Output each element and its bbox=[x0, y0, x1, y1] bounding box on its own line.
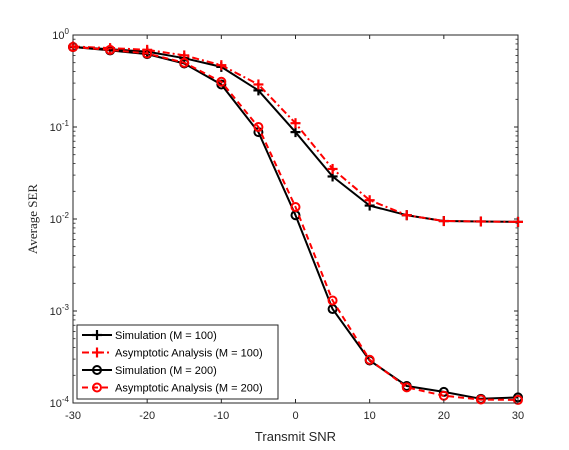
data-point bbox=[216, 76, 227, 87]
data-point bbox=[290, 202, 301, 213]
data-point bbox=[216, 60, 227, 71]
legend-entry: Asymptotic Analysis (M = 200) bbox=[82, 382, 263, 395]
y-tick-label: 100 bbox=[52, 27, 69, 42]
series-line bbox=[72, 46, 519, 401]
x-tick-label: 10 bbox=[364, 410, 376, 422]
data-point bbox=[401, 210, 412, 221]
legend-entry: Asymptotic Analysis (M = 100) bbox=[82, 347, 263, 360]
data-point bbox=[364, 195, 375, 206]
data-point bbox=[105, 44, 116, 55]
data-point bbox=[475, 394, 486, 405]
x-axis-label: Transmit SNR bbox=[255, 429, 336, 444]
data-point bbox=[92, 382, 102, 393]
x-tick-label: 20 bbox=[438, 410, 450, 422]
data-point bbox=[290, 118, 301, 129]
x-tick-label: -20 bbox=[139, 410, 155, 422]
legend-label: Asymptotic Analysis (M = 200) bbox=[115, 383, 263, 395]
series-layer bbox=[68, 41, 523, 405]
data-point bbox=[92, 365, 102, 375]
x-tick-label: -10 bbox=[213, 410, 229, 422]
data-point bbox=[179, 57, 190, 68]
legend-label: Simulation (M = 200) bbox=[115, 365, 217, 377]
y-tick-label: 10-1 bbox=[50, 119, 70, 134]
y-tick-label: 10-2 bbox=[50, 211, 70, 226]
legend-entry: Simulation (M = 100) bbox=[82, 330, 217, 342]
data-point bbox=[364, 354, 375, 365]
y-tick-label: 10-4 bbox=[50, 395, 70, 410]
data-point bbox=[253, 79, 264, 90]
axis-ticks: -30 -20 -10 0 10 20 30 10-4 10-3 10-2 10-1 100 bbox=[50, 27, 525, 422]
data-point bbox=[438, 216, 449, 227]
data-point bbox=[253, 122, 264, 132]
legend-entry: Simulation (M = 200) bbox=[82, 365, 217, 377]
data-point bbox=[92, 330, 102, 340]
y-tick-label: 10-3 bbox=[50, 303, 70, 318]
legend-box bbox=[76, 324, 279, 400]
x-tick-label: 30 bbox=[512, 410, 524, 422]
legend: Simulation (M = 100) Asymptotic Analysis … bbox=[76, 324, 279, 400]
data-point bbox=[475, 216, 486, 227]
legend-label: Asymptotic Analysis (M = 100) bbox=[115, 348, 263, 360]
data-point bbox=[68, 42, 78, 53]
x-tick-label: -30 bbox=[65, 410, 81, 422]
data-point bbox=[142, 48, 153, 59]
data-point bbox=[513, 394, 523, 405]
legend-label: Simulation (M = 100) bbox=[115, 330, 217, 342]
data-point bbox=[92, 347, 102, 358]
data-point bbox=[327, 295, 338, 306]
y-axis-label: Average SER bbox=[25, 184, 40, 254]
data-point bbox=[401, 382, 412, 393]
data-point bbox=[290, 127, 301, 138]
x-tick-label: 0 bbox=[292, 410, 298, 422]
data-point bbox=[327, 163, 338, 174]
